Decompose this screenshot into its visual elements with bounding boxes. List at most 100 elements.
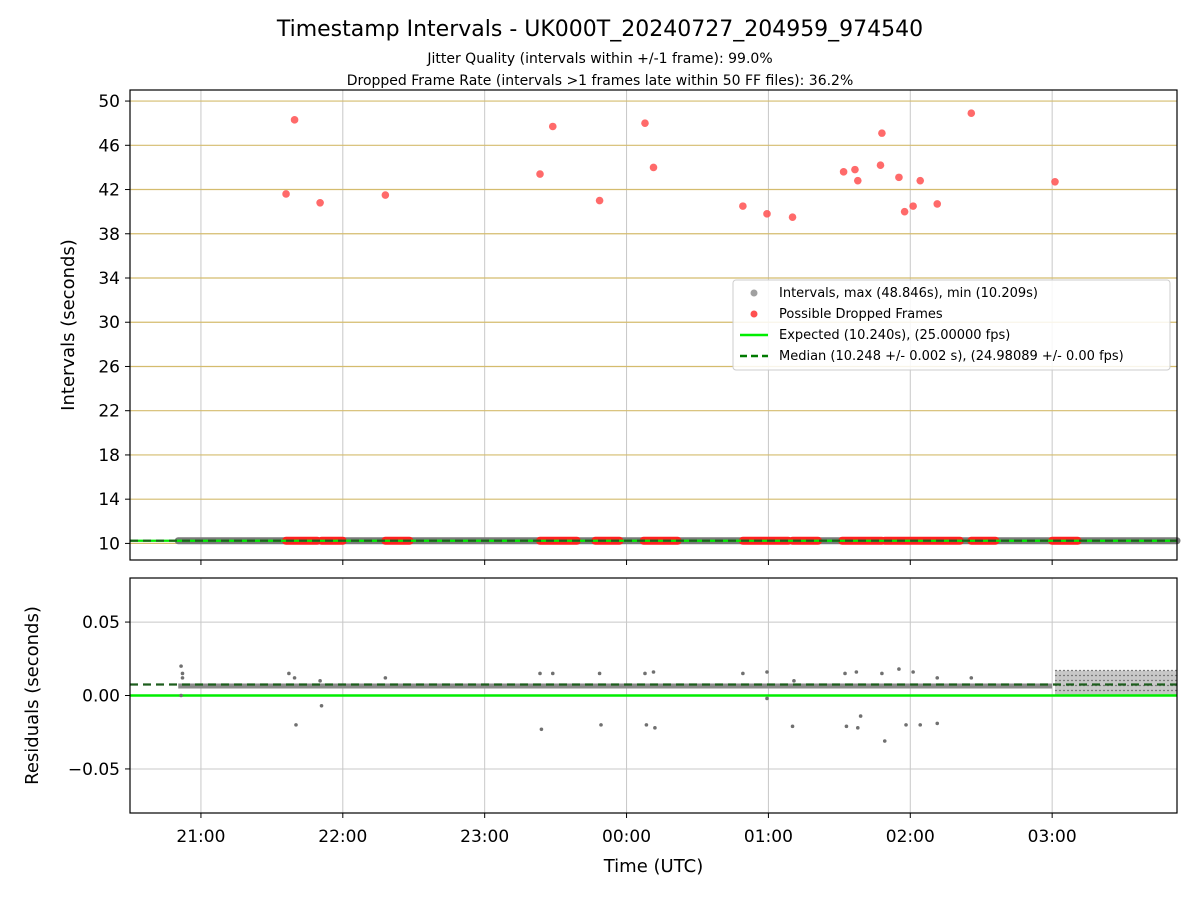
bottom-xtick-label: 02:00 xyxy=(886,827,935,847)
top-ytick-label: 18 xyxy=(98,446,120,466)
residual-point xyxy=(539,727,544,732)
bottom-ylabel: Residuals (seconds) xyxy=(22,606,43,785)
chart-title: Timestamp Intervals - UK000T_20240727_20… xyxy=(276,17,923,42)
dropped-frame-point xyxy=(876,161,885,169)
bottom-xtick-label: 22:00 xyxy=(318,827,367,847)
top-ytick-label: 14 xyxy=(98,490,120,510)
dropped-frame-point xyxy=(316,199,324,207)
top-ytick-label: 10 xyxy=(98,534,120,554)
residual-point xyxy=(765,670,769,674)
dropped-frame-point xyxy=(878,129,886,137)
residual-point xyxy=(935,721,940,726)
residual-point xyxy=(294,723,298,727)
residual-point xyxy=(880,671,884,676)
bottom-ytick-label: −0.05 xyxy=(68,760,120,780)
residual-point xyxy=(855,726,860,730)
legend-median-label: Median (10.248 +/- 0.002 s), (24.98089 +… xyxy=(779,349,1124,364)
residual-point xyxy=(292,676,297,680)
bottom-xtick-label: 23:00 xyxy=(460,827,509,847)
residual-point xyxy=(644,723,649,727)
residual-point xyxy=(918,723,923,727)
dropped-frame-point xyxy=(900,207,909,216)
residual-point xyxy=(969,676,974,680)
residual-point xyxy=(179,693,183,698)
top-ylabel: Intervals (seconds) xyxy=(58,239,79,411)
dropped-frame-point xyxy=(739,202,747,210)
dropped-frame-point xyxy=(641,119,649,127)
top-ytick-label: 42 xyxy=(98,181,120,201)
residual-point xyxy=(319,703,324,708)
residual-point xyxy=(651,670,656,674)
legend-intervals-marker xyxy=(750,289,758,297)
top-axes-frame xyxy=(129,89,1178,561)
dropped-frame-point xyxy=(853,176,862,185)
legend: Intervals, max (48.846s), min (10.209s) … xyxy=(732,279,1171,371)
legend-dropped-label: Possible Dropped Frames xyxy=(779,307,943,322)
residual-point xyxy=(765,696,769,701)
residual-point xyxy=(180,671,185,676)
dropped-frame-point xyxy=(763,210,771,218)
residual-point xyxy=(904,723,908,727)
residual-point xyxy=(843,671,847,676)
top-ytick-label: 46 xyxy=(98,136,120,156)
legend-box xyxy=(732,279,1171,371)
residual-point xyxy=(790,724,795,729)
bottom-xlabel: Time (UTC) xyxy=(603,856,704,877)
bottom-xtick-label: 21:00 xyxy=(176,827,225,847)
residual-point xyxy=(287,671,291,676)
chart-subtitle-1: Jitter Quality (intervals within +/-1 fr… xyxy=(426,51,772,67)
top-ytick-label: 34 xyxy=(98,269,120,289)
residual-point xyxy=(597,671,602,676)
residual-point xyxy=(844,724,849,729)
dropped-frame-point xyxy=(839,168,848,176)
residual-point xyxy=(550,671,555,676)
residual-point xyxy=(882,739,887,743)
residual-point xyxy=(897,667,901,671)
residual-point xyxy=(318,679,322,683)
top-ytick-label: 26 xyxy=(98,357,120,377)
dropped-frame-point xyxy=(290,116,299,124)
residual-point xyxy=(911,670,915,674)
residual-point xyxy=(741,671,745,676)
dropped-frame-point xyxy=(649,163,658,172)
intervals-panel: 10 14 18 22 26 30 34 38 42 46 50 Intervals (seconds… xyxy=(58,89,1181,565)
residual-point xyxy=(383,676,388,680)
dropped-frame-point xyxy=(851,165,859,174)
bottom-xtick-label: 00:00 xyxy=(602,827,651,847)
top-ytick-label: 50 xyxy=(98,92,120,112)
residual-point xyxy=(643,671,647,676)
bottom-ytick-label: 0.05 xyxy=(82,613,120,633)
dropped-frame-point xyxy=(595,196,604,205)
legend-expected-label: Expected (10.240s), (25.00000 fps) xyxy=(779,328,1010,343)
residual-point xyxy=(538,671,542,676)
dropped-frame-point xyxy=(916,176,925,185)
top-ytick-label: 30 xyxy=(98,313,120,333)
dropped-frame-point xyxy=(933,200,942,208)
bottom-xtick-label: 03:00 xyxy=(1028,827,1077,847)
residual-point xyxy=(792,679,796,683)
residuals-panel: 21:00 22:00 23:00 00:00 01:00 02:00 03:00 −0.05… xyxy=(22,577,1178,877)
legend-intervals-label: Intervals, max (48.846s), min (10.209s) xyxy=(779,286,1038,301)
residual-point xyxy=(653,726,657,730)
top-ytick-label: 38 xyxy=(98,225,120,245)
chart-subtitle-2: Dropped Frame Rate (intervals >1 frames … xyxy=(347,73,854,89)
dropped-frame-point xyxy=(282,190,290,198)
residual-point xyxy=(179,664,183,668)
dropped-frame-point xyxy=(1051,177,1059,186)
legend-dropped-marker xyxy=(750,310,758,318)
dropped-frame-point xyxy=(788,213,797,221)
dropped-frame-point xyxy=(548,122,557,131)
bottom-xtick-label: 01:00 xyxy=(744,827,793,847)
dropped-frame-point xyxy=(381,191,390,199)
dropped-frame-point xyxy=(895,173,903,182)
dropped-frame-point xyxy=(909,202,917,210)
dropped-frame-point xyxy=(536,170,544,178)
top-ytick-label: 22 xyxy=(98,402,120,422)
residual-point xyxy=(599,723,603,727)
residual-point xyxy=(858,714,863,718)
residual-point xyxy=(854,670,859,674)
residual-point xyxy=(180,676,185,680)
bottom-ytick-label: 0.00 xyxy=(82,687,120,707)
residual-noise-region xyxy=(1054,670,1177,696)
bottom-axes-frame xyxy=(129,577,1178,814)
